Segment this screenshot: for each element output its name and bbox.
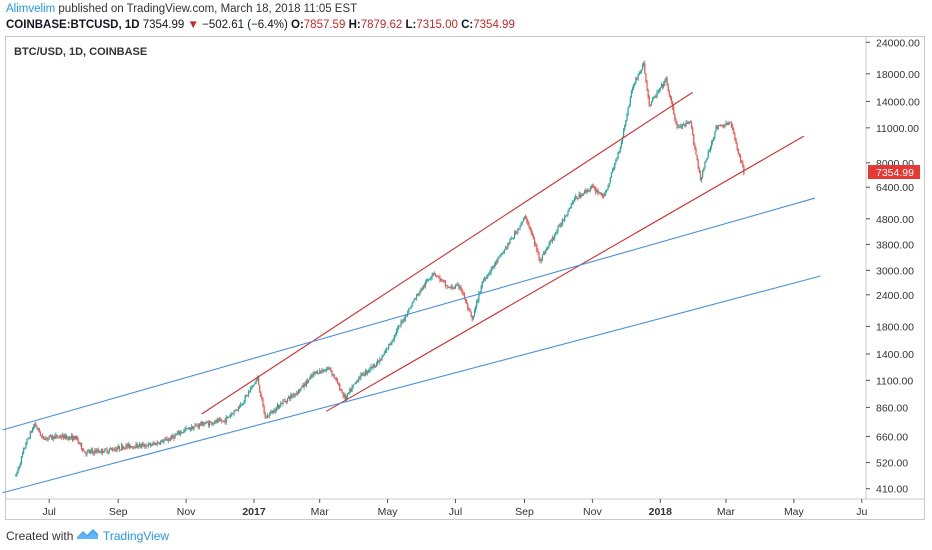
chart-header: Alimvelim published on TradingView.com, …: [0, 0, 932, 36]
footer: Created with TradingView: [0, 520, 932, 550]
low-label: L:: [405, 19, 417, 31]
tradingview-logo-icon[interactable]: [76, 527, 100, 541]
open-label: O:: [291, 19, 304, 31]
change-text: −502.61 (−6.4%): [202, 19, 288, 31]
close-value: 7354.99: [473, 19, 515, 31]
chart-frame[interactable]: [5, 36, 925, 520]
ohlc-line: COINBASE:BTCUSD, 1D 7354.99 ▼ −502.61 (−…: [6, 19, 515, 31]
down-arrow-icon: ▼: [187, 19, 199, 31]
created-with-text: Created with: [6, 529, 74, 543]
tradingview-brand[interactable]: TradingView: [103, 529, 170, 543]
author-link[interactable]: Alimvelim: [6, 3, 56, 15]
low-value: 7315.00: [416, 19, 458, 31]
open-value: 7857.59: [303, 19, 346, 31]
published-text: published on TradingView.com, March 18, …: [58, 3, 358, 15]
symbol-text: COINBASE:BTCUSD, 1D: [6, 19, 140, 31]
publish-line: Alimvelim published on TradingView.com, …: [6, 3, 357, 15]
close-label: C:: [461, 19, 474, 31]
high-label: H:: [348, 19, 361, 31]
last-price-text: 7354.99: [142, 19, 185, 31]
high-value: 7879.62: [360, 19, 403, 31]
